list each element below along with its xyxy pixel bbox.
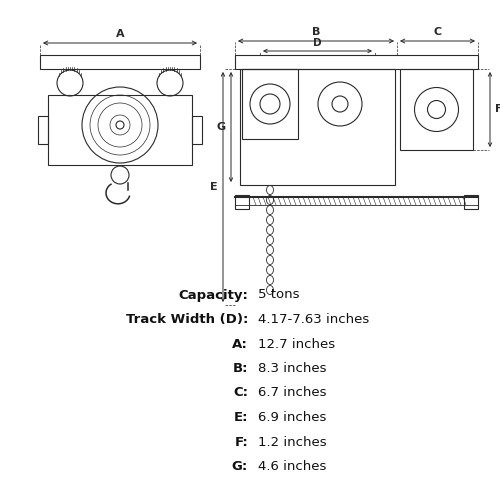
Text: E:: E: [234,411,248,424]
Text: G: G [217,122,226,132]
Text: 5 tons: 5 tons [258,288,300,302]
Text: A:: A: [232,338,248,350]
Text: E: E [210,182,218,192]
Text: C:: C: [233,386,248,400]
Text: Capacity:: Capacity: [178,288,248,302]
Text: G:: G: [232,460,248,473]
Bar [242,69,298,139]
Text: B:: B: [232,362,248,375]
Text: 4.17-7.63 inches: 4.17-7.63 inches [258,313,369,326]
Text: C: C [434,27,442,37]
Text: 8.3 inches: 8.3 inches [258,362,326,375]
Bar [38,116,48,144]
Text: 12.7 inches: 12.7 inches [258,338,335,350]
Text: B: B [312,27,320,37]
Bar [192,116,202,144]
Bar [40,55,200,69]
Text: D: D [313,38,322,48]
Bar [240,69,395,185]
Text: 6.9 inches: 6.9 inches [258,411,326,424]
Text: 4.6 inches: 4.6 inches [258,460,326,473]
Text: F: F [495,104,500,115]
Text: F:: F: [234,436,248,448]
Text: 1.2 inches: 1.2 inches [258,436,326,448]
Bar [464,195,478,209]
Text: 6.7 inches: 6.7 inches [258,386,326,400]
Bar [400,69,473,150]
Bar [48,95,192,165]
Text: A: A [116,29,124,39]
Text: Track Width (D):: Track Width (D): [126,313,248,326]
Bar [235,55,478,69]
Bar [235,195,249,209]
